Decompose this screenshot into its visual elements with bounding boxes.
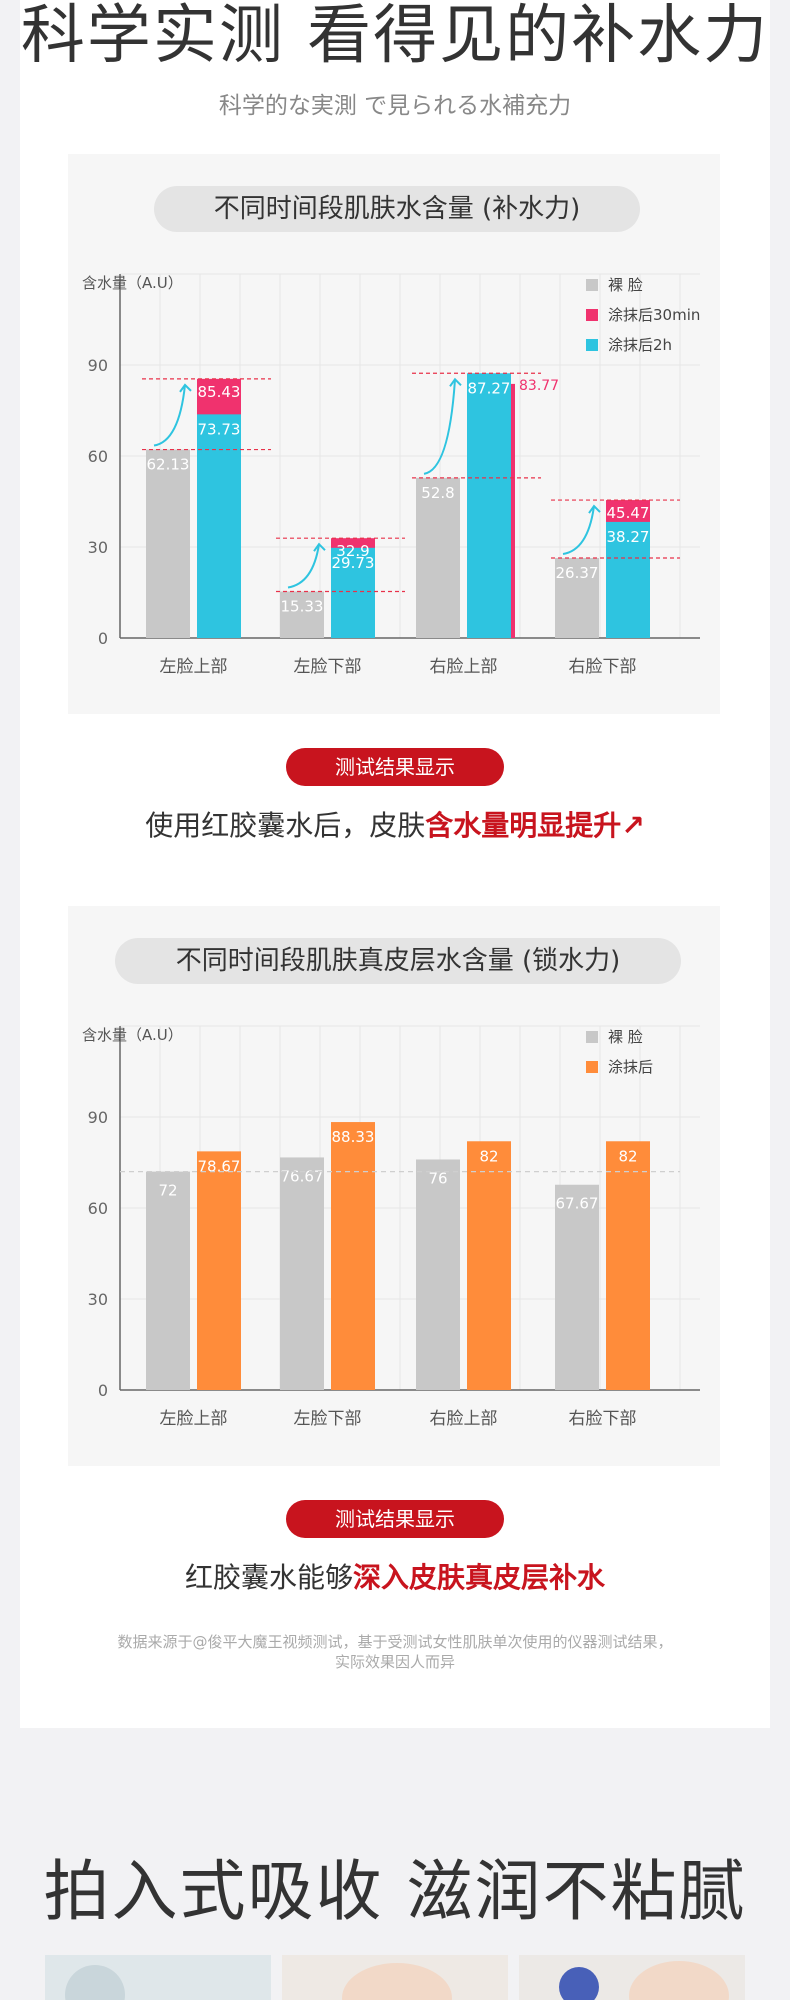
- chart-title: 不同时间段肌肤水含量 (补水力): [154, 186, 640, 232]
- trend-arrow: [423, 379, 456, 475]
- trend-arrow-head: [588, 504, 601, 514]
- chart-title: 不同时间段肌肤真皮层水含量 (锁水力): [115, 938, 681, 984]
- data-label: 76.67: [281, 1167, 324, 1185]
- data-label: 83.77: [519, 378, 559, 394]
- y-tick-label: 0: [98, 1381, 108, 1400]
- page-title: 科学实测 看得见的补水力: [20, 0, 770, 73]
- bar-bare: [146, 449, 190, 638]
- product-photo: [282, 1955, 508, 2000]
- bar-bare: [416, 1159, 460, 1390]
- result-text: 使用红胶囊水后，皮肤: [145, 809, 426, 842]
- bar-after: [467, 1141, 511, 1390]
- data-label: 85.43: [198, 383, 241, 401]
- y-tick-label: 60: [88, 447, 108, 466]
- data-label: 52.8: [421, 484, 454, 502]
- trend-arrow: [287, 544, 320, 589]
- data-label: 45.47: [607, 504, 650, 522]
- legend-label: 裸 脸: [608, 276, 643, 294]
- legend-swatch: [586, 279, 598, 291]
- result-text: 红胶囊水能够: [184, 1561, 353, 1594]
- x-tick-label: 左脸上部: [160, 657, 228, 677]
- legend-label: 涂抹后2h: [608, 336, 672, 354]
- bar-2h: [197, 414, 241, 638]
- trend-arrow-head: [449, 377, 462, 387]
- data-label: 15.33: [281, 597, 324, 615]
- bar-after: [606, 1141, 650, 1390]
- data-label: 82: [479, 1147, 498, 1165]
- y-axis-label: 含水量（A.U）: [82, 274, 183, 292]
- result-highlight: 深入皮肤真皮层补水: [353, 1561, 606, 1594]
- trend-arrow: [562, 505, 595, 555]
- arrow-up-icon: ↗: [621, 809, 645, 842]
- data-label: 67.67: [556, 1195, 599, 1213]
- bar-bare: [280, 1157, 324, 1390]
- data-label: 72: [158, 1182, 177, 1200]
- trend-arrow-head: [313, 542, 326, 552]
- product-photo: [45, 1955, 271, 2000]
- legend-swatch: [586, 339, 598, 351]
- bar-after: [331, 1122, 375, 1390]
- legend-swatch: [586, 309, 598, 321]
- result-statement: 使用红胶囊水后，皮肤含水量明显提升↗: [0, 804, 790, 844]
- x-tick-label: 右脸上部: [430, 1409, 498, 1429]
- y-axis-label: 含水量（A.U）: [82, 1026, 183, 1044]
- x-tick-label: 右脸下部: [569, 657, 637, 677]
- data-label: 87.27: [468, 379, 511, 397]
- x-tick-label: 左脸上部: [160, 1409, 228, 1429]
- bar-2h: [467, 373, 511, 638]
- x-tick-label: 右脸下部: [569, 1409, 637, 1429]
- legend-swatch: [586, 1061, 598, 1073]
- footnote: 数据来源于@俊平大魔王视频测试，基于受测试女性肌肤单次使用的仪器测试结果， 实际…: [60, 1632, 730, 1672]
- y-tick-label: 90: [88, 1108, 108, 1127]
- bar-bare: [280, 591, 324, 638]
- trend-arrow-head: [179, 383, 192, 393]
- result-highlight: 含水量明显提升: [425, 809, 622, 842]
- x-tick-label: 左脸下部: [294, 1409, 362, 1429]
- data-label: 82: [618, 1147, 637, 1165]
- x-tick-label: 左脸下部: [294, 657, 362, 677]
- trend-arrow: [153, 384, 186, 447]
- bar-after: [197, 1151, 241, 1390]
- bar-bare: [146, 1171, 190, 1390]
- data-label: 73.73: [198, 420, 241, 438]
- result-badge: 测试结果显示: [286, 1500, 504, 1538]
- data-label: 32.9: [336, 542, 369, 560]
- legend-label: 裸 脸: [608, 1028, 643, 1046]
- result-badge: 测试结果显示: [286, 748, 504, 786]
- section-title: 拍入式吸收 滋润不粘腻: [43, 1853, 747, 1930]
- data-label: 26.37: [556, 564, 599, 582]
- y-tick-label: 30: [88, 538, 108, 557]
- footnote-line: 数据来源于@俊平大魔王视频测试，基于受测试女性肌肤单次使用的仪器测试结果，: [117, 1633, 673, 1651]
- result-statement: 红胶囊水能够深入皮肤真皮层补水: [0, 1556, 790, 1596]
- chart-panel-dermis: 不同时间段肌肤真皮层水含量 (锁水力) 含水量（A.U） 0 30 60 90 裸 脸涂抹…: [68, 906, 720, 1466]
- page-subtitle: 科学的な実測 で見られる水補充力: [218, 93, 572, 119]
- data-label: 76: [428, 1169, 447, 1187]
- y-tick-label: 60: [88, 1199, 108, 1218]
- x-tick-label: 右脸上部: [430, 657, 498, 677]
- bar-2h: [606, 521, 650, 638]
- footnote-line: 实际效果因人而异: [334, 1653, 455, 1671]
- y-tick-label: 30: [88, 1290, 108, 1309]
- bar-30min: [511, 383, 515, 638]
- data-label: 38.27: [607, 528, 650, 546]
- y-tick-label: 0: [98, 629, 108, 648]
- legend-swatch: [586, 1031, 598, 1043]
- bar-bare: [555, 1184, 599, 1390]
- chart-panel-hydration: 不同时间段肌肤水含量 (补水力) 含水量（A.U） 0 30 60 90 裸 脸涂抹后30…: [68, 154, 720, 714]
- legend-label: 涂抹后: [608, 1058, 653, 1076]
- y-tick-label: 90: [88, 356, 108, 375]
- data-label: 78.67: [198, 1157, 241, 1175]
- bar-bare: [416, 477, 460, 638]
- data-label: 29.73: [332, 554, 375, 572]
- data-label: 62.13: [147, 456, 190, 474]
- data-label: 88.33: [332, 1128, 375, 1146]
- legend-label: 涂抹后30min: [608, 306, 700, 324]
- product-photo: [519, 1955, 745, 2000]
- bar-bare: [555, 558, 599, 638]
- bar-2h: [331, 547, 375, 638]
